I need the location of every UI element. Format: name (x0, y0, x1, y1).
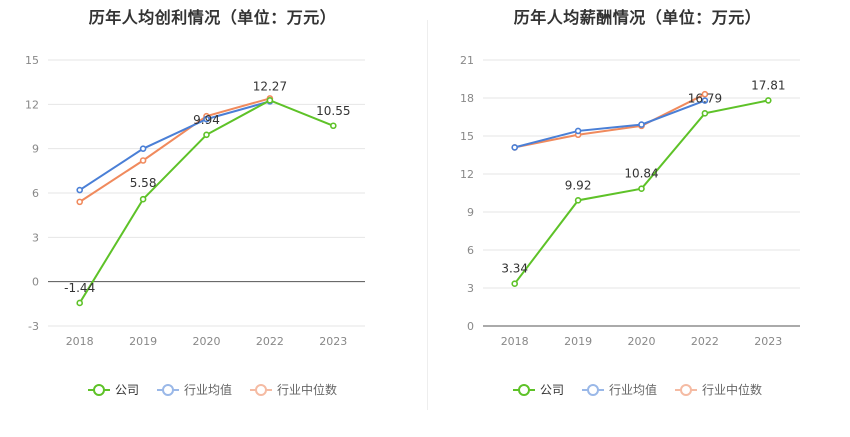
data-point (329, 122, 337, 130)
legend-swatch-industry-median (250, 383, 272, 396)
legend-label-industry-avg: 行业均值 (183, 383, 232, 397)
y-tick-label: 6 (467, 244, 474, 257)
y-tick-label: 12 (460, 168, 474, 181)
legend-label-company: 公司 (539, 383, 564, 397)
x-tick-label: 2018 (66, 335, 94, 348)
data-label: 12.27 (253, 79, 287, 93)
legend-label-company: 公司 (114, 383, 139, 397)
y-tick-label: 0 (32, 276, 39, 289)
legend-item-industry-avg[interactable]: 行业均值 (156, 381, 232, 398)
chart-title: 历年人均创利情况（单位：万元） (88, 8, 337, 27)
salary-line-chart: 0 3 6 9 12 15 18 21 2018 2019 2020 2022 2023 3.34 9.92… (460, 54, 800, 348)
x-tick-label: 2020 (193, 335, 221, 348)
legend-swatch-industry-median (675, 383, 697, 396)
chart-panel-salary: 历年人均薪酬情况（单位：万元） 0 3 6 9 12 15 18 21 2018 2019 2020… (425, 0, 850, 437)
data-point (266, 97, 274, 104)
data-point (511, 144, 518, 151)
y-tick-label: 18 (460, 92, 474, 105)
y-tick-label: 21 (460, 54, 474, 67)
y-tick-label: 12 (25, 98, 39, 111)
data-label: 17.81 (751, 78, 785, 92)
data-point (764, 97, 772, 104)
data-point (701, 97, 709, 104)
data-point (203, 115, 210, 123)
data-point (139, 195, 147, 203)
data-point (638, 185, 645, 192)
legend-swatch-company (87, 383, 110, 396)
data-point (203, 131, 210, 139)
legend-item-industry-median[interactable]: 行业中位数 (675, 381, 762, 398)
legend-item-company[interactable]: 公司 (87, 381, 139, 398)
series-line-1 (79, 100, 271, 191)
data-label: 9.94 (193, 113, 220, 127)
legend-label-industry-median: 行业中位数 (277, 383, 338, 397)
x-tick-label: 2022 (691, 335, 719, 348)
y-tick-label: 3 (467, 282, 474, 295)
legend-item-industry-avg[interactable]: 行业均值 (581, 381, 657, 398)
data-point (574, 197, 582, 204)
legend-swatch-company (512, 383, 535, 396)
panel-divider (427, 20, 428, 410)
data-point (701, 90, 709, 98)
data-label: 10.55 (316, 104, 350, 118)
data-point (139, 145, 147, 152)
legend-label-industry-median: 行业中位数 (702, 383, 763, 397)
data-point (701, 110, 709, 117)
y-tick-label: 6 (32, 187, 39, 200)
y-tick-label: 3 (32, 231, 39, 244)
x-tick-label: 2018 (501, 335, 529, 348)
data-label: 16.79 (688, 91, 722, 105)
x-tick-label: 2022 (256, 335, 284, 348)
series-line-2 (79, 97, 271, 203)
x-tick-label: 2023 (319, 335, 347, 348)
data-label: 3.34 (501, 262, 528, 276)
data-point (139, 157, 147, 164)
y-tick-label: 9 (32, 143, 39, 156)
chart-panel-profit: 历年人均创利情况（单位：万元） -3 0 3 6 9 12 15 2018 2019 2020 20… (0, 8, 425, 398)
y-tick-label: 0 (467, 320, 474, 333)
legend: 公司 行业均值 行业中位数 (0, 381, 425, 398)
data-point (511, 280, 518, 287)
data-label: 9.92 (565, 178, 592, 192)
profit-line-chart: -3 0 3 6 9 12 15 2018 2019 2020 2022 2023 -1.44 5.58 9… (25, 54, 365, 348)
data-label: 10.84 (624, 167, 658, 181)
series-line-1 (514, 99, 706, 149)
legend-swatch-industry-avg (156, 383, 179, 396)
legend-label-industry-avg: 行业均值 (608, 383, 657, 397)
x-tick-label: 2019 (564, 335, 592, 348)
legend-item-industry-median[interactable]: 行业中位数 (250, 381, 337, 398)
data-label: 5.58 (130, 176, 157, 190)
y-tick-label: -3 (28, 320, 39, 333)
data-label: -1.44 (64, 281, 95, 295)
y-tick-label: 15 (25, 54, 39, 67)
x-tick-label: 2023 (754, 335, 782, 348)
data-point (574, 127, 582, 135)
chart-title: 历年人均薪酬情况（单位：万元） (513, 8, 762, 27)
x-tick-label: 2020 (628, 335, 656, 348)
series-line-0 (78, 99, 334, 304)
legend-item-company[interactable]: 公司 (512, 381, 564, 398)
data-point (638, 121, 645, 128)
data-point (76, 186, 83, 194)
legend: 公司 行业均值 行业中位数 (425, 381, 850, 398)
data-point (76, 198, 83, 206)
legend-swatch-industry-avg (581, 383, 604, 396)
series-line-2 (514, 93, 706, 149)
y-tick-label: 9 (467, 206, 474, 219)
x-tick-label: 2019 (129, 335, 157, 348)
data-point (76, 299, 83, 307)
y-tick-label: 15 (460, 130, 474, 143)
